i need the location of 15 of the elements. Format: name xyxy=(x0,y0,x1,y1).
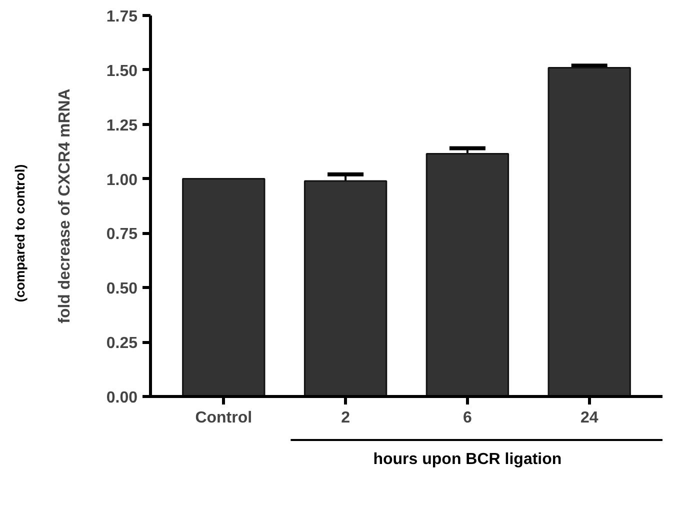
y-tick-label: 0.50 xyxy=(106,280,138,298)
y-tick-label: 0.75 xyxy=(106,226,138,244)
y-tick-label: 1.50 xyxy=(106,62,138,80)
x-tick-label: 24 xyxy=(580,410,598,426)
x-axis-title: hours upon BCR ligation xyxy=(373,450,562,468)
y-tick-label: 0.00 xyxy=(106,390,138,406)
y-tick-label: 1.25 xyxy=(106,117,138,134)
text: (compared to control) xyxy=(12,164,28,302)
y-axis-title: fold decrease of CXCR4 mRNA xyxy=(56,88,74,324)
x-tick-label: 2 xyxy=(341,410,350,426)
x-tick-label: 6 xyxy=(463,410,472,426)
y-tick-label: 1.75 xyxy=(106,8,138,26)
y-tick-label: 1.00 xyxy=(106,172,138,189)
x-tick-label: Control xyxy=(195,410,252,426)
y-tick-label: 0.25 xyxy=(106,335,138,352)
